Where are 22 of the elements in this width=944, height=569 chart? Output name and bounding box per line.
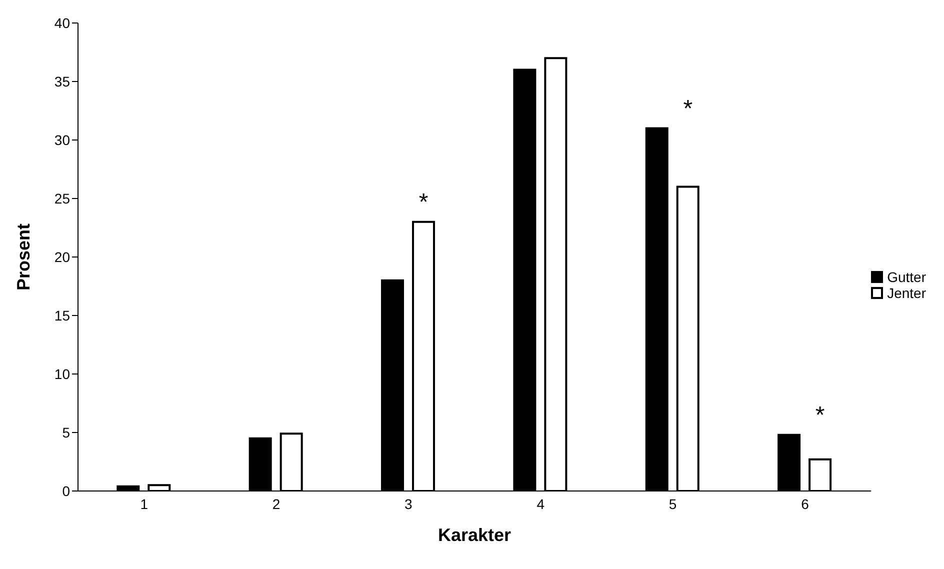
x-axis-title: Karakter [438, 525, 512, 545]
y-tick-label: 10 [54, 366, 70, 382]
x-tick-label: 3 [404, 496, 413, 512]
legend-label: Jenter [887, 284, 926, 300]
y-tick-label: 35 [54, 73, 70, 90]
y-tick-label: 40 [54, 14, 70, 31]
annotation: * [815, 402, 825, 429]
annotation: * [683, 95, 693, 122]
x-tick-label: 5 [668, 496, 677, 512]
annotation: * [418, 188, 428, 216]
y-tick-label: 25 [54, 190, 70, 206]
x-tick-label: 2 [272, 496, 280, 512]
y-tick-label: 30 [54, 132, 70, 148]
y-tick-label: 0 [62, 482, 70, 499]
y-tick-label: 20 [54, 248, 70, 265]
x-tick-label: 4 [536, 496, 545, 512]
y-tick-label: 5 [62, 424, 70, 440]
x-tick-label: 6 [801, 496, 810, 512]
y-axis-title: Prosent [13, 223, 34, 291]
x-tick-label: 1 [140, 496, 148, 512]
y-tick-label: 15 [54, 307, 70, 324]
legend-label: Gutter [887, 268, 926, 284]
